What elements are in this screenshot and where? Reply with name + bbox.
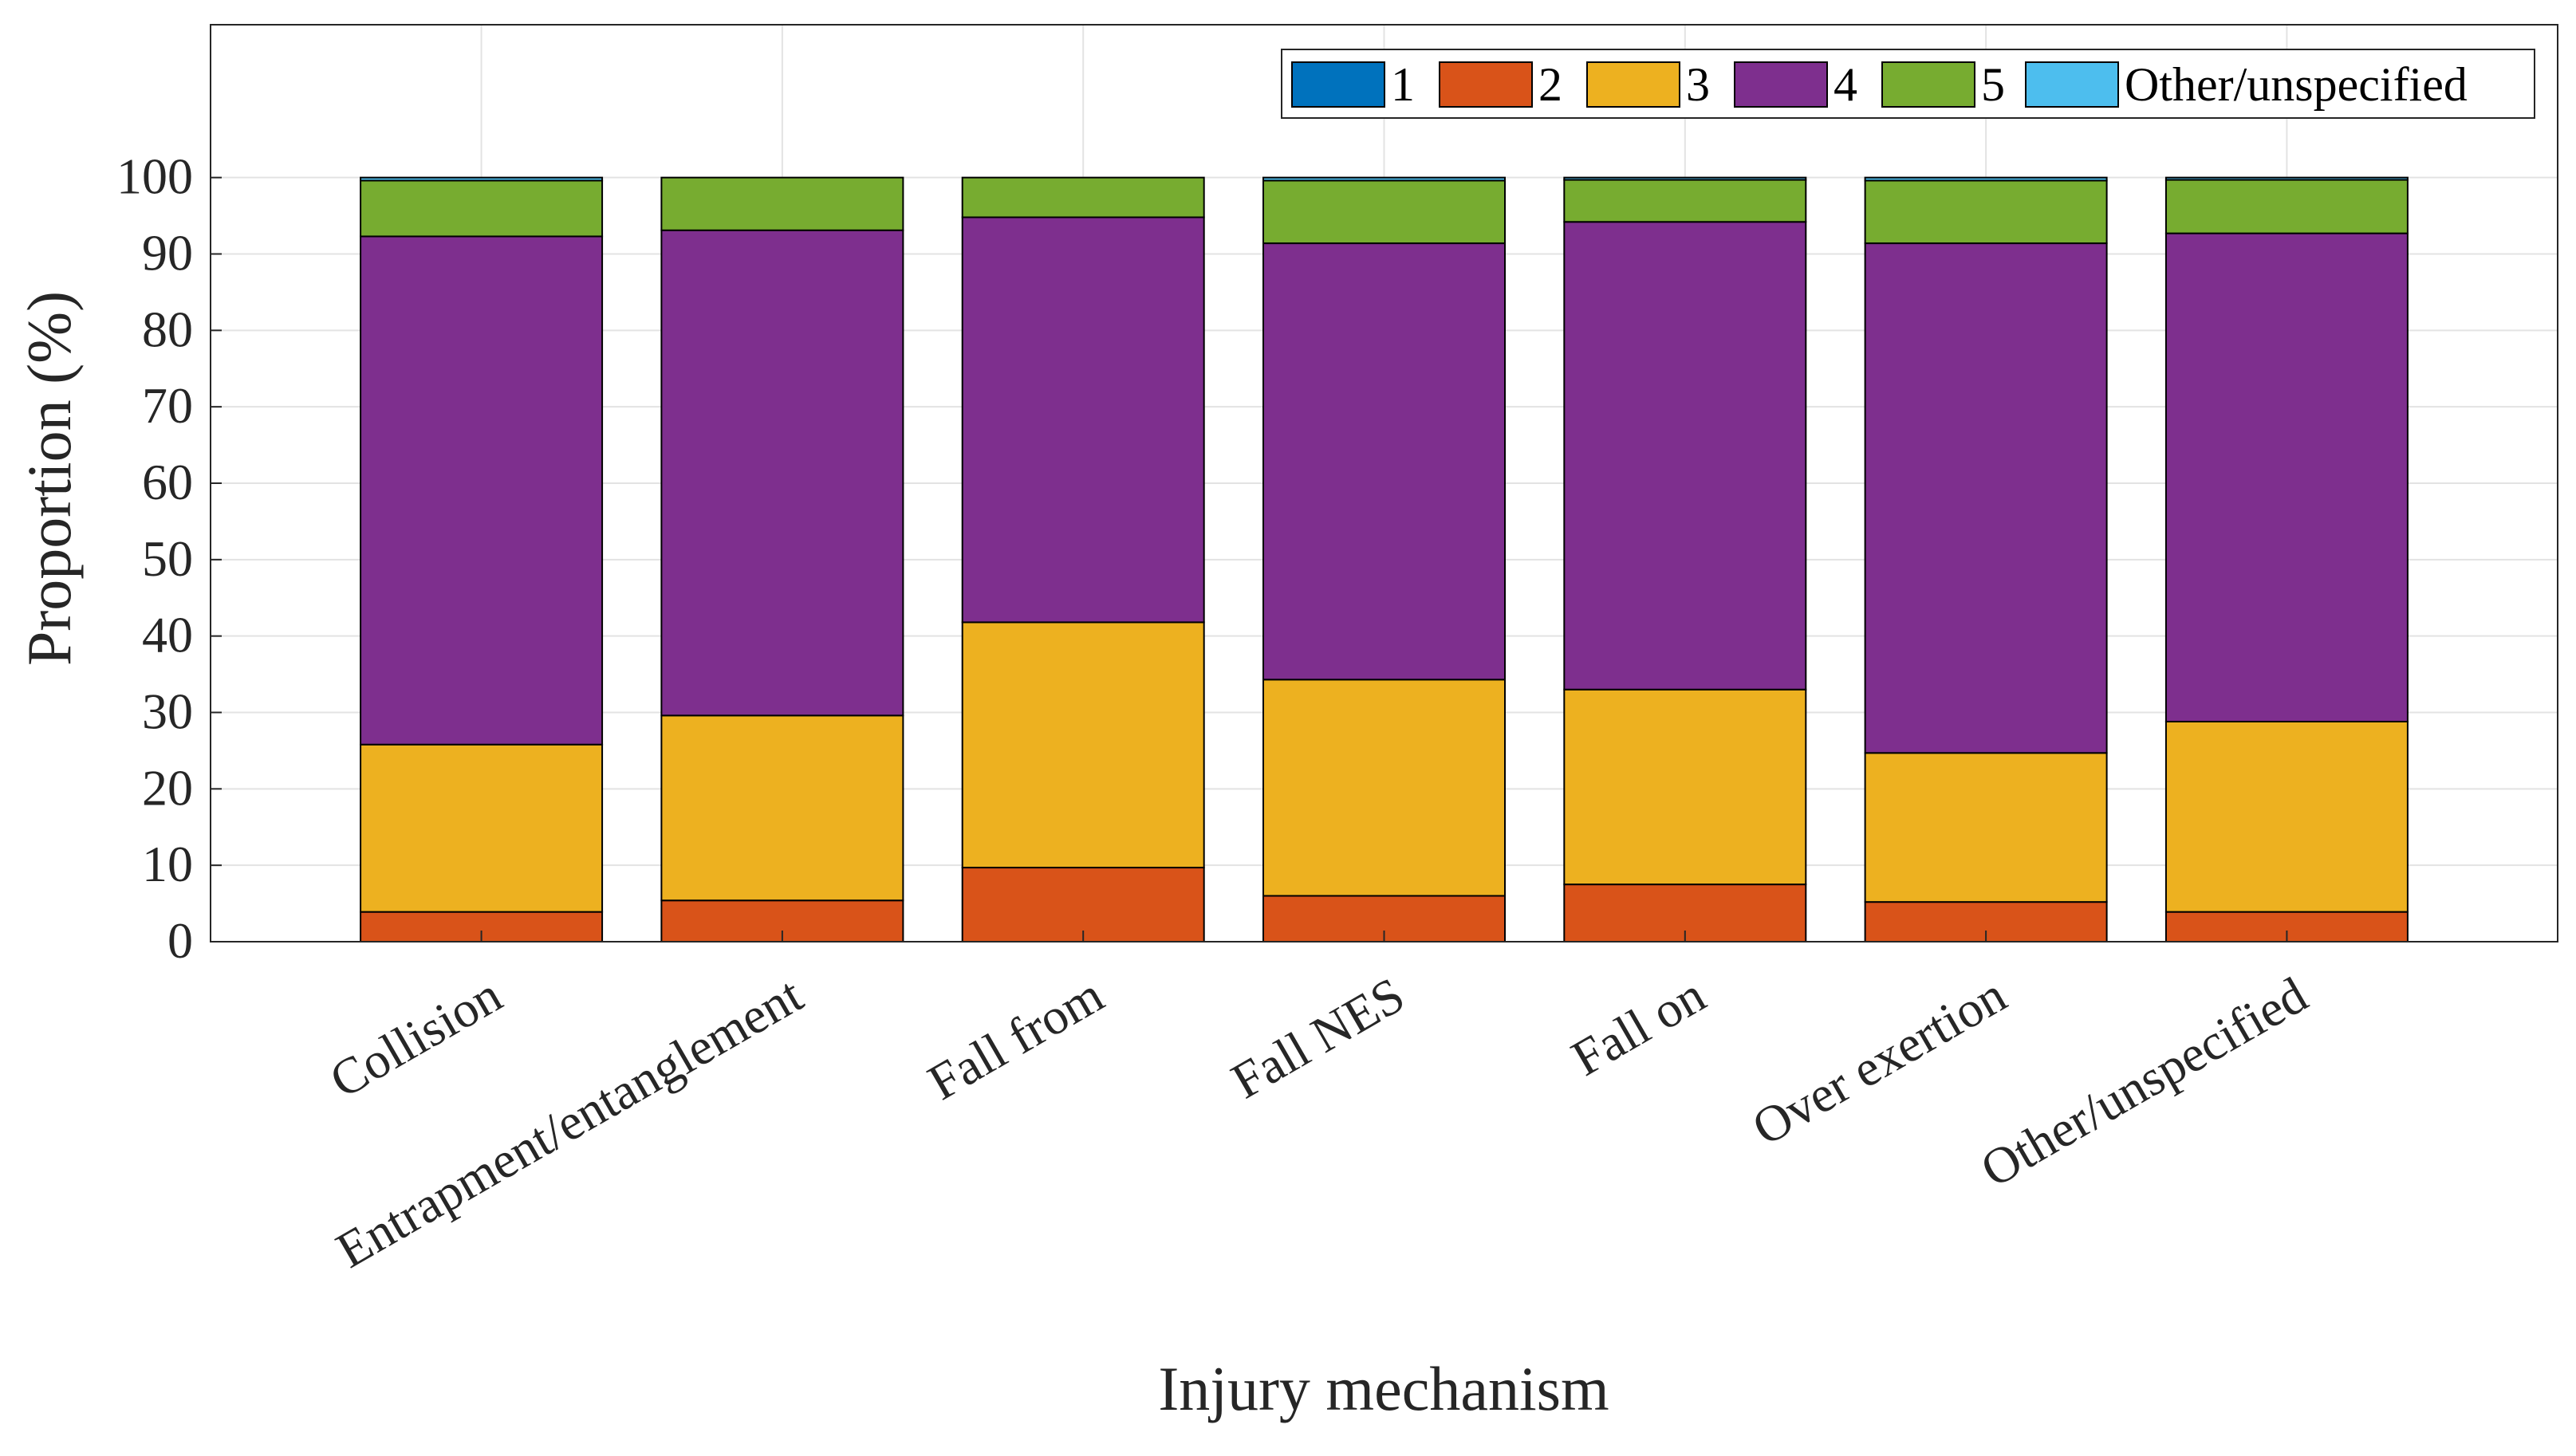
y-axis-label: Proportion (%) [14,291,84,666]
bar-segment-over-exertion-series-other-unspecified [1864,176,2108,182]
bar-segment-entrapment-entanglement-series-4 [660,229,904,717]
x-axis-label: Injury mechanism [1158,1354,1609,1423]
y-ticks: 0 10 20 30 40 50 60 70 80 90 100 [116,148,222,969]
x-tick-label: Entrapment/entanglement [327,966,812,1279]
bar-segment-other-unspecified-series-5 [2164,179,2409,234]
bar-segment-fall-nes-series-other-unspecified [1262,176,1506,182]
bar-segment-collision-series-5 [360,179,604,238]
y-tick-label: 30 [142,683,193,740]
legend-label: 5 [1981,58,2005,111]
y-tick-label: 10 [142,836,193,892]
y-tick-label: 50 [142,530,193,587]
legend-swatch-2 [1439,61,1533,108]
bar-segment-collision-series-3 [360,743,604,913]
legend-label: 4 [1834,58,1857,111]
legend-swatch-5 [1881,61,1975,108]
legend-swatch-1 [1291,61,1385,108]
y-tick-label: 40 [142,607,193,663]
bar-segment-over-exertion-series-4 [1864,242,2108,754]
x-tick-label: Fall on [1562,966,1715,1087]
bar-segment-fall-on-series-5 [1563,179,1807,223]
y-tick-label: 80 [142,301,193,357]
bar-segment-fall-from-series-5 [961,176,1205,218]
x-tick-label: Other/unspecified [1971,966,2317,1198]
bar-segment-other-unspecified-series-3 [2164,721,2409,913]
bar-segment-fall-on-series-3 [1563,688,1807,886]
bar-segment-fall-from-series-4 [961,216,1205,624]
legend-swatch-3 [1586,61,1680,108]
bars [360,176,2409,942]
legend: 1 2 3 4 5 Other/unspecified [1281,49,2535,119]
y-tick-label: 20 [142,759,193,816]
bar-segment-fall-nes-series-5 [1262,179,1506,245]
legend-label: 1 [1391,58,1415,111]
bar-segment-fall-nes-series-3 [1262,679,1506,897]
legend-label: 3 [1686,58,1710,111]
bar-segment-entrapment-entanglement-series-3 [660,714,904,902]
x-tick-label: Over exertion [1743,966,2015,1156]
legend-label: 2 [1538,58,1562,111]
bar-segment-over-exertion-series-3 [1864,752,2108,903]
y-tick-label: 60 [142,454,193,510]
x-tick-label: Collision [321,966,511,1109]
bar-segment-over-exertion-series-5 [1864,179,2108,245]
bar-segment-collision-series-other-unspecified [360,176,604,182]
bar-segment-other-unspecified-series-4 [2164,232,2409,722]
y-tick-label: 0 [167,912,193,969]
bar-segment-fall-from-series-3 [961,621,1205,869]
y-tick-label: 90 [142,225,193,281]
y-tick-label: 70 [142,377,193,434]
x-tick-label: Fall NES [1222,966,1413,1110]
legend-swatch-other-unspecified [2025,61,2119,108]
bar-segment-collision-series-4 [360,235,604,746]
bar-segment-fall-nes-series-4 [1262,242,1506,681]
bar-segment-entrapment-entanglement-series-5 [660,176,904,231]
legend-swatch-4 [1734,61,1828,108]
bar-segment-fall-on-series-4 [1563,221,1807,691]
bar-segment-other-unspecified-series-other-unspecified [2164,176,2409,181]
x-tick-label: Fall from [919,966,1113,1111]
bar-segment-fall-on-series-other-unspecified [1563,176,1807,181]
y-tick-label: 100 [116,148,193,205]
legend-label: Other/unspecified [2125,58,2468,111]
